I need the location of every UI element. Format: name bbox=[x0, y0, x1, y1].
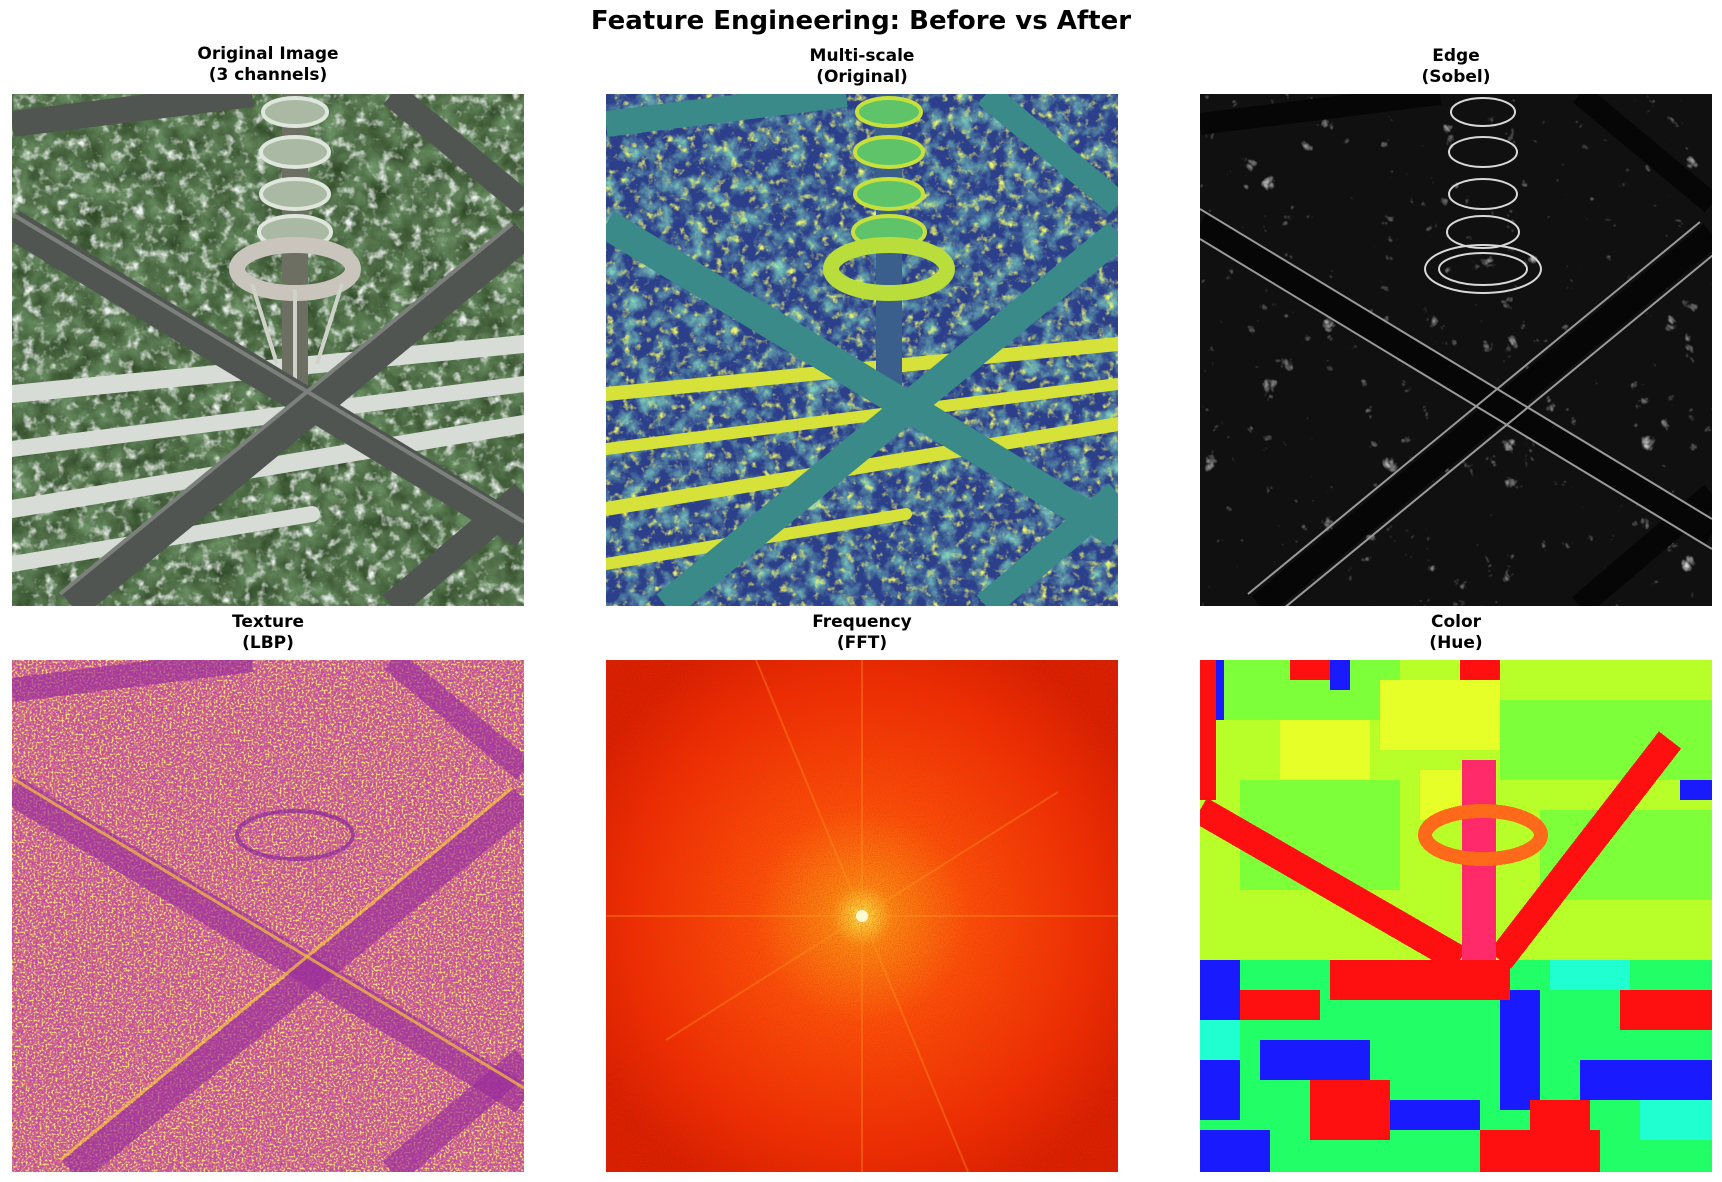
panel-title-multiscale-line2: (Original) bbox=[816, 67, 908, 87]
multiscale-panel bbox=[606, 94, 1118, 606]
panel-title-original-line2: (3 channels) bbox=[208, 65, 328, 85]
panel-title-texture-line2: (LBP) bbox=[242, 633, 294, 653]
frequency-image bbox=[606, 660, 1118, 1172]
edge-image bbox=[1200, 94, 1712, 606]
frequency-panel bbox=[606, 660, 1118, 1172]
original-image bbox=[12, 94, 524, 606]
texture-panel bbox=[12, 660, 524, 1172]
texture-image bbox=[12, 660, 524, 1172]
multiscale-image bbox=[606, 94, 1118, 606]
panel-title-color-line1: Color bbox=[1430, 612, 1482, 632]
color-image bbox=[1200, 660, 1712, 1172]
panel-title-frequency-line2: (FFT) bbox=[836, 633, 888, 653]
edge-panel bbox=[1200, 94, 1712, 606]
panel-title-texture-line1: Texture bbox=[232, 612, 304, 632]
panel-title-frequency: Frequency (FFT) bbox=[602, 612, 1122, 654]
figure-title: Feature Engineering: Before vs After bbox=[590, 6, 1132, 36]
panel-title-color-line2: (Hue) bbox=[1429, 633, 1483, 653]
panel-title-multiscale-line1: Multi-scale bbox=[809, 46, 915, 66]
panel-title-multiscale: Multi-scale (Original) bbox=[602, 46, 1122, 88]
panel-title-original: Original Image (3 channels) bbox=[8, 44, 528, 86]
panel-title-original-line1: Original Image bbox=[197, 44, 339, 64]
panel-title-edge-line2: (Sobel) bbox=[1421, 67, 1491, 87]
panel-title-frequency-line1: Frequency bbox=[812, 612, 912, 632]
panel-title-color: Color (Hue) bbox=[1196, 612, 1716, 654]
color-panel bbox=[1200, 660, 1712, 1172]
original-image-panel bbox=[12, 94, 524, 606]
panel-title-texture: Texture (LBP) bbox=[8, 612, 528, 654]
panel-title-edge-line1: Edge bbox=[1432, 46, 1480, 66]
panel-title-edge: Edge (Sobel) bbox=[1196, 46, 1716, 88]
